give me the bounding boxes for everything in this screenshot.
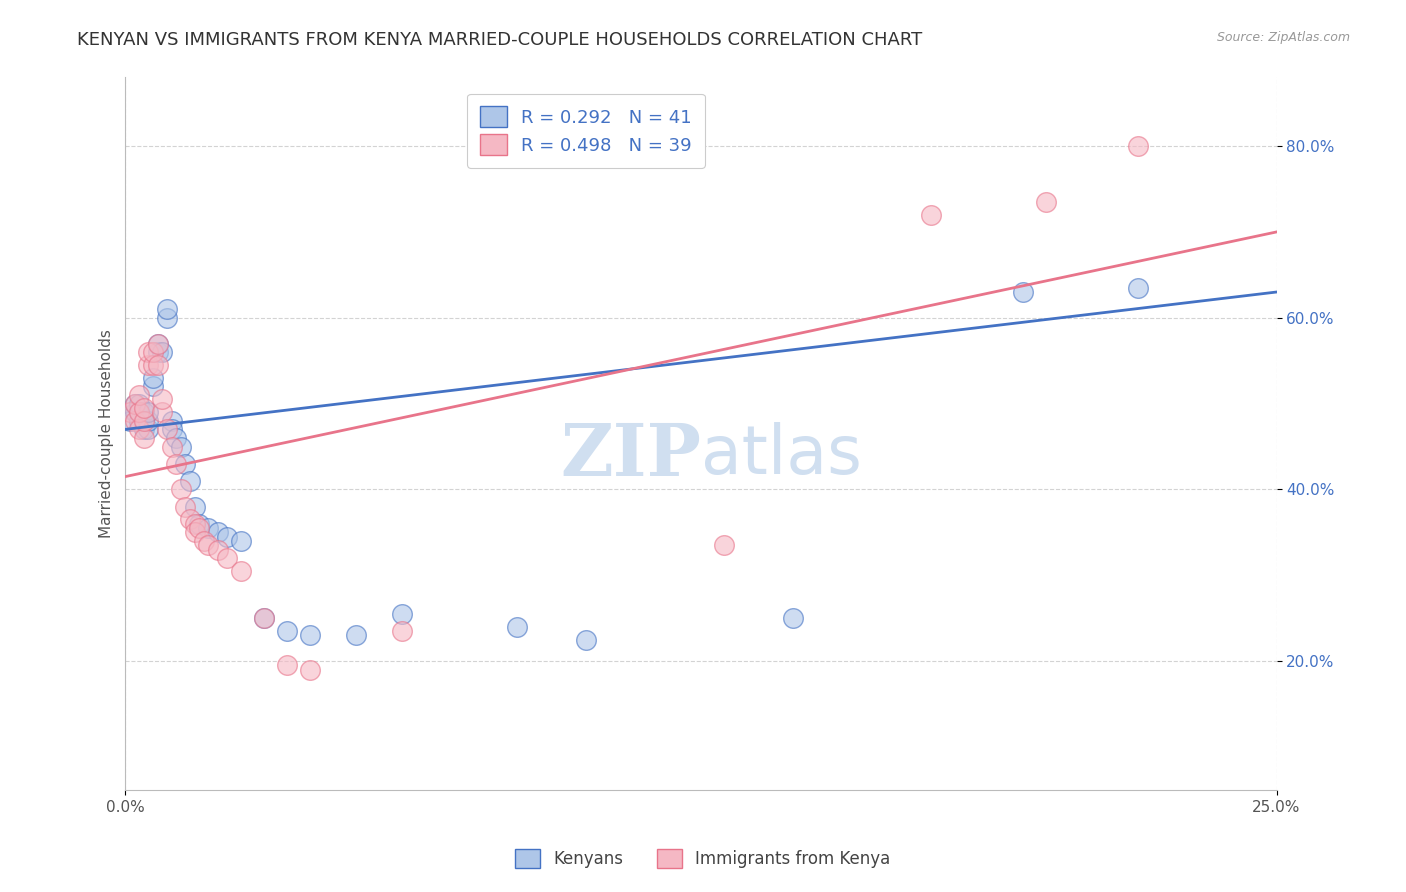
Point: [124, 396, 146, 410]
Point: [150, 405, 173, 419]
Point: [165, 457, 187, 471]
Point: [174, 500, 197, 514]
Text: atlas: atlas: [702, 422, 862, 488]
Point: [1012, 285, 1035, 299]
Point: [128, 405, 150, 419]
Point: [132, 401, 155, 415]
Point: [188, 516, 211, 531]
Point: [920, 208, 942, 222]
Point: [170, 440, 193, 454]
Point: [160, 422, 183, 436]
Point: [197, 538, 219, 552]
Point: [124, 405, 146, 419]
Point: [138, 358, 160, 372]
Point: [183, 500, 205, 514]
Point: [215, 551, 238, 566]
Point: [160, 440, 183, 454]
Point: [146, 336, 169, 351]
Legend: Kenyans, Immigrants from Kenya: Kenyans, Immigrants from Kenya: [509, 842, 897, 875]
Legend: R = 0.292   N = 41, R = 0.498   N = 39: R = 0.292 N = 41, R = 0.498 N = 39: [467, 94, 704, 168]
Point: [207, 542, 229, 557]
Point: [138, 422, 160, 436]
Point: [132, 405, 155, 419]
Point: [229, 533, 252, 548]
Text: Source: ZipAtlas.com: Source: ZipAtlas.com: [1216, 31, 1350, 45]
Point: [174, 457, 197, 471]
Point: [142, 345, 165, 359]
Point: [782, 611, 804, 625]
Text: ZIP: ZIP: [560, 419, 702, 491]
Point: [193, 533, 215, 548]
Point: [142, 379, 165, 393]
Point: [132, 422, 155, 436]
Point: [197, 521, 219, 535]
Point: [128, 388, 150, 402]
Point: [128, 405, 150, 419]
Point: [229, 564, 252, 578]
Point: [165, 431, 187, 445]
Point: [146, 336, 169, 351]
Point: [156, 422, 179, 436]
Point: [188, 521, 211, 535]
Point: [150, 392, 173, 407]
Point: [128, 422, 150, 436]
Point: [138, 405, 160, 419]
Point: [146, 358, 169, 372]
Point: [120, 414, 142, 428]
Y-axis label: Married-couple Households: Married-couple Households: [100, 329, 114, 538]
Point: [506, 620, 529, 634]
Point: [276, 658, 298, 673]
Point: [179, 512, 201, 526]
Point: [298, 663, 321, 677]
Point: [138, 345, 160, 359]
Point: [215, 530, 238, 544]
Text: KENYAN VS IMMIGRANTS FROM KENYA MARRIED-COUPLE HOUSEHOLDS CORRELATION CHART: KENYAN VS IMMIGRANTS FROM KENYA MARRIED-…: [77, 31, 922, 49]
Point: [391, 607, 413, 621]
Point: [183, 525, 205, 540]
Point: [298, 628, 321, 642]
Point: [156, 302, 179, 317]
Point: [146, 345, 169, 359]
Point: [160, 414, 183, 428]
Point: [391, 624, 413, 638]
Point: [713, 538, 735, 552]
Point: [120, 405, 142, 419]
Point: [1128, 281, 1150, 295]
Point: [150, 345, 173, 359]
Point: [276, 624, 298, 638]
Point: [1128, 139, 1150, 153]
Point: [207, 525, 229, 540]
Point: [132, 431, 155, 445]
Point: [132, 414, 155, 428]
Point: [1035, 194, 1057, 209]
Point: [252, 611, 274, 625]
Point: [344, 628, 367, 642]
Point: [138, 414, 160, 428]
Point: [156, 310, 179, 325]
Point: [575, 632, 598, 647]
Point: [124, 414, 146, 428]
Point: [179, 474, 201, 488]
Point: [142, 358, 165, 372]
Point: [132, 414, 155, 428]
Point: [124, 396, 146, 410]
Point: [128, 396, 150, 410]
Point: [170, 483, 193, 497]
Point: [128, 414, 150, 428]
Point: [142, 371, 165, 385]
Point: [252, 611, 274, 625]
Point: [183, 516, 205, 531]
